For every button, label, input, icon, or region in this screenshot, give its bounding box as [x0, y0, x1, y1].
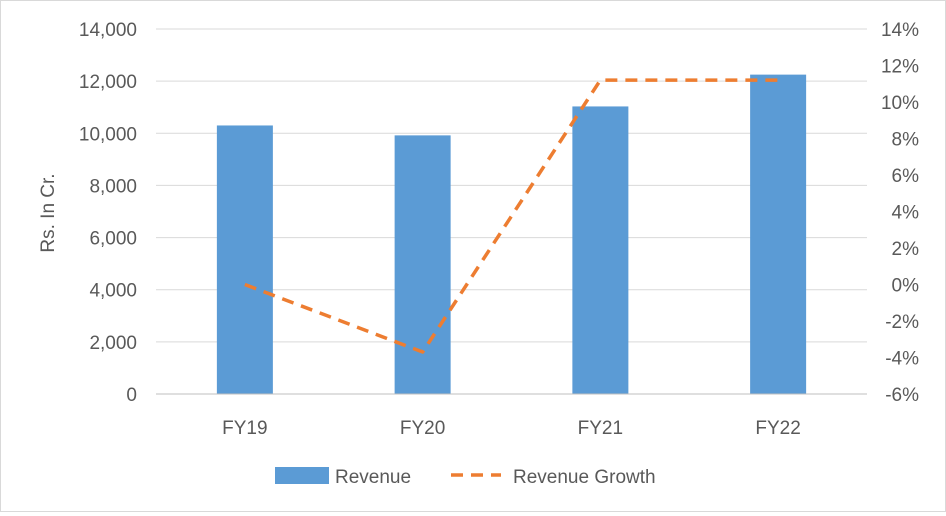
- y2-tick-label: 2%: [892, 239, 920, 260]
- x-tick-label: FY20: [400, 418, 445, 439]
- y2-tick-label: -4%: [885, 349, 919, 370]
- y-tick-label: 2,000: [89, 333, 137, 354]
- revenue-bar: [395, 135, 451, 394]
- x-tick-label: FY22: [755, 418, 800, 439]
- y2-tick-label: 12%: [881, 57, 919, 78]
- y-tick-label: 8,000: [89, 176, 137, 197]
- y-tick-label: 10,000: [79, 124, 137, 145]
- y2-tick-label: 14%: [881, 20, 919, 41]
- legend-revenue-label: Revenue: [335, 467, 411, 488]
- y2-tick-label: 10%: [881, 93, 919, 114]
- legend-revenue-swatch: [275, 467, 329, 484]
- legend-growth-label: Revenue Growth: [513, 467, 656, 488]
- y-tick-label: 14,000: [79, 20, 137, 41]
- revenue-bar: [572, 106, 628, 394]
- y-tick-label: 4,000: [89, 281, 137, 302]
- y2-tick-label: 0%: [892, 276, 920, 297]
- y-tick-label: 6,000: [89, 229, 137, 250]
- y-tick-label: 0: [126, 385, 137, 406]
- legend: Revenue Revenue Growth: [275, 467, 656, 488]
- revenue-bar: [217, 125, 273, 394]
- revenue-bar: [750, 75, 806, 394]
- x-tick-label: FY21: [578, 418, 623, 439]
- y2-tick-label: -6%: [885, 385, 919, 406]
- y2-tick-label: -2%: [885, 312, 919, 333]
- y2-tick-label: 6%: [892, 166, 920, 187]
- y-axis-label: Rs. In Cr.: [38, 173, 59, 252]
- x-tick-label: FY19: [222, 418, 267, 439]
- growth-line: [245, 80, 778, 352]
- y-tick-label: 12,000: [79, 72, 137, 93]
- y2-tick-label: 4%: [892, 203, 920, 224]
- y2-tick-label: 8%: [892, 130, 920, 151]
- revenue-growth-line: [245, 80, 778, 352]
- revenue-bars: [217, 75, 806, 394]
